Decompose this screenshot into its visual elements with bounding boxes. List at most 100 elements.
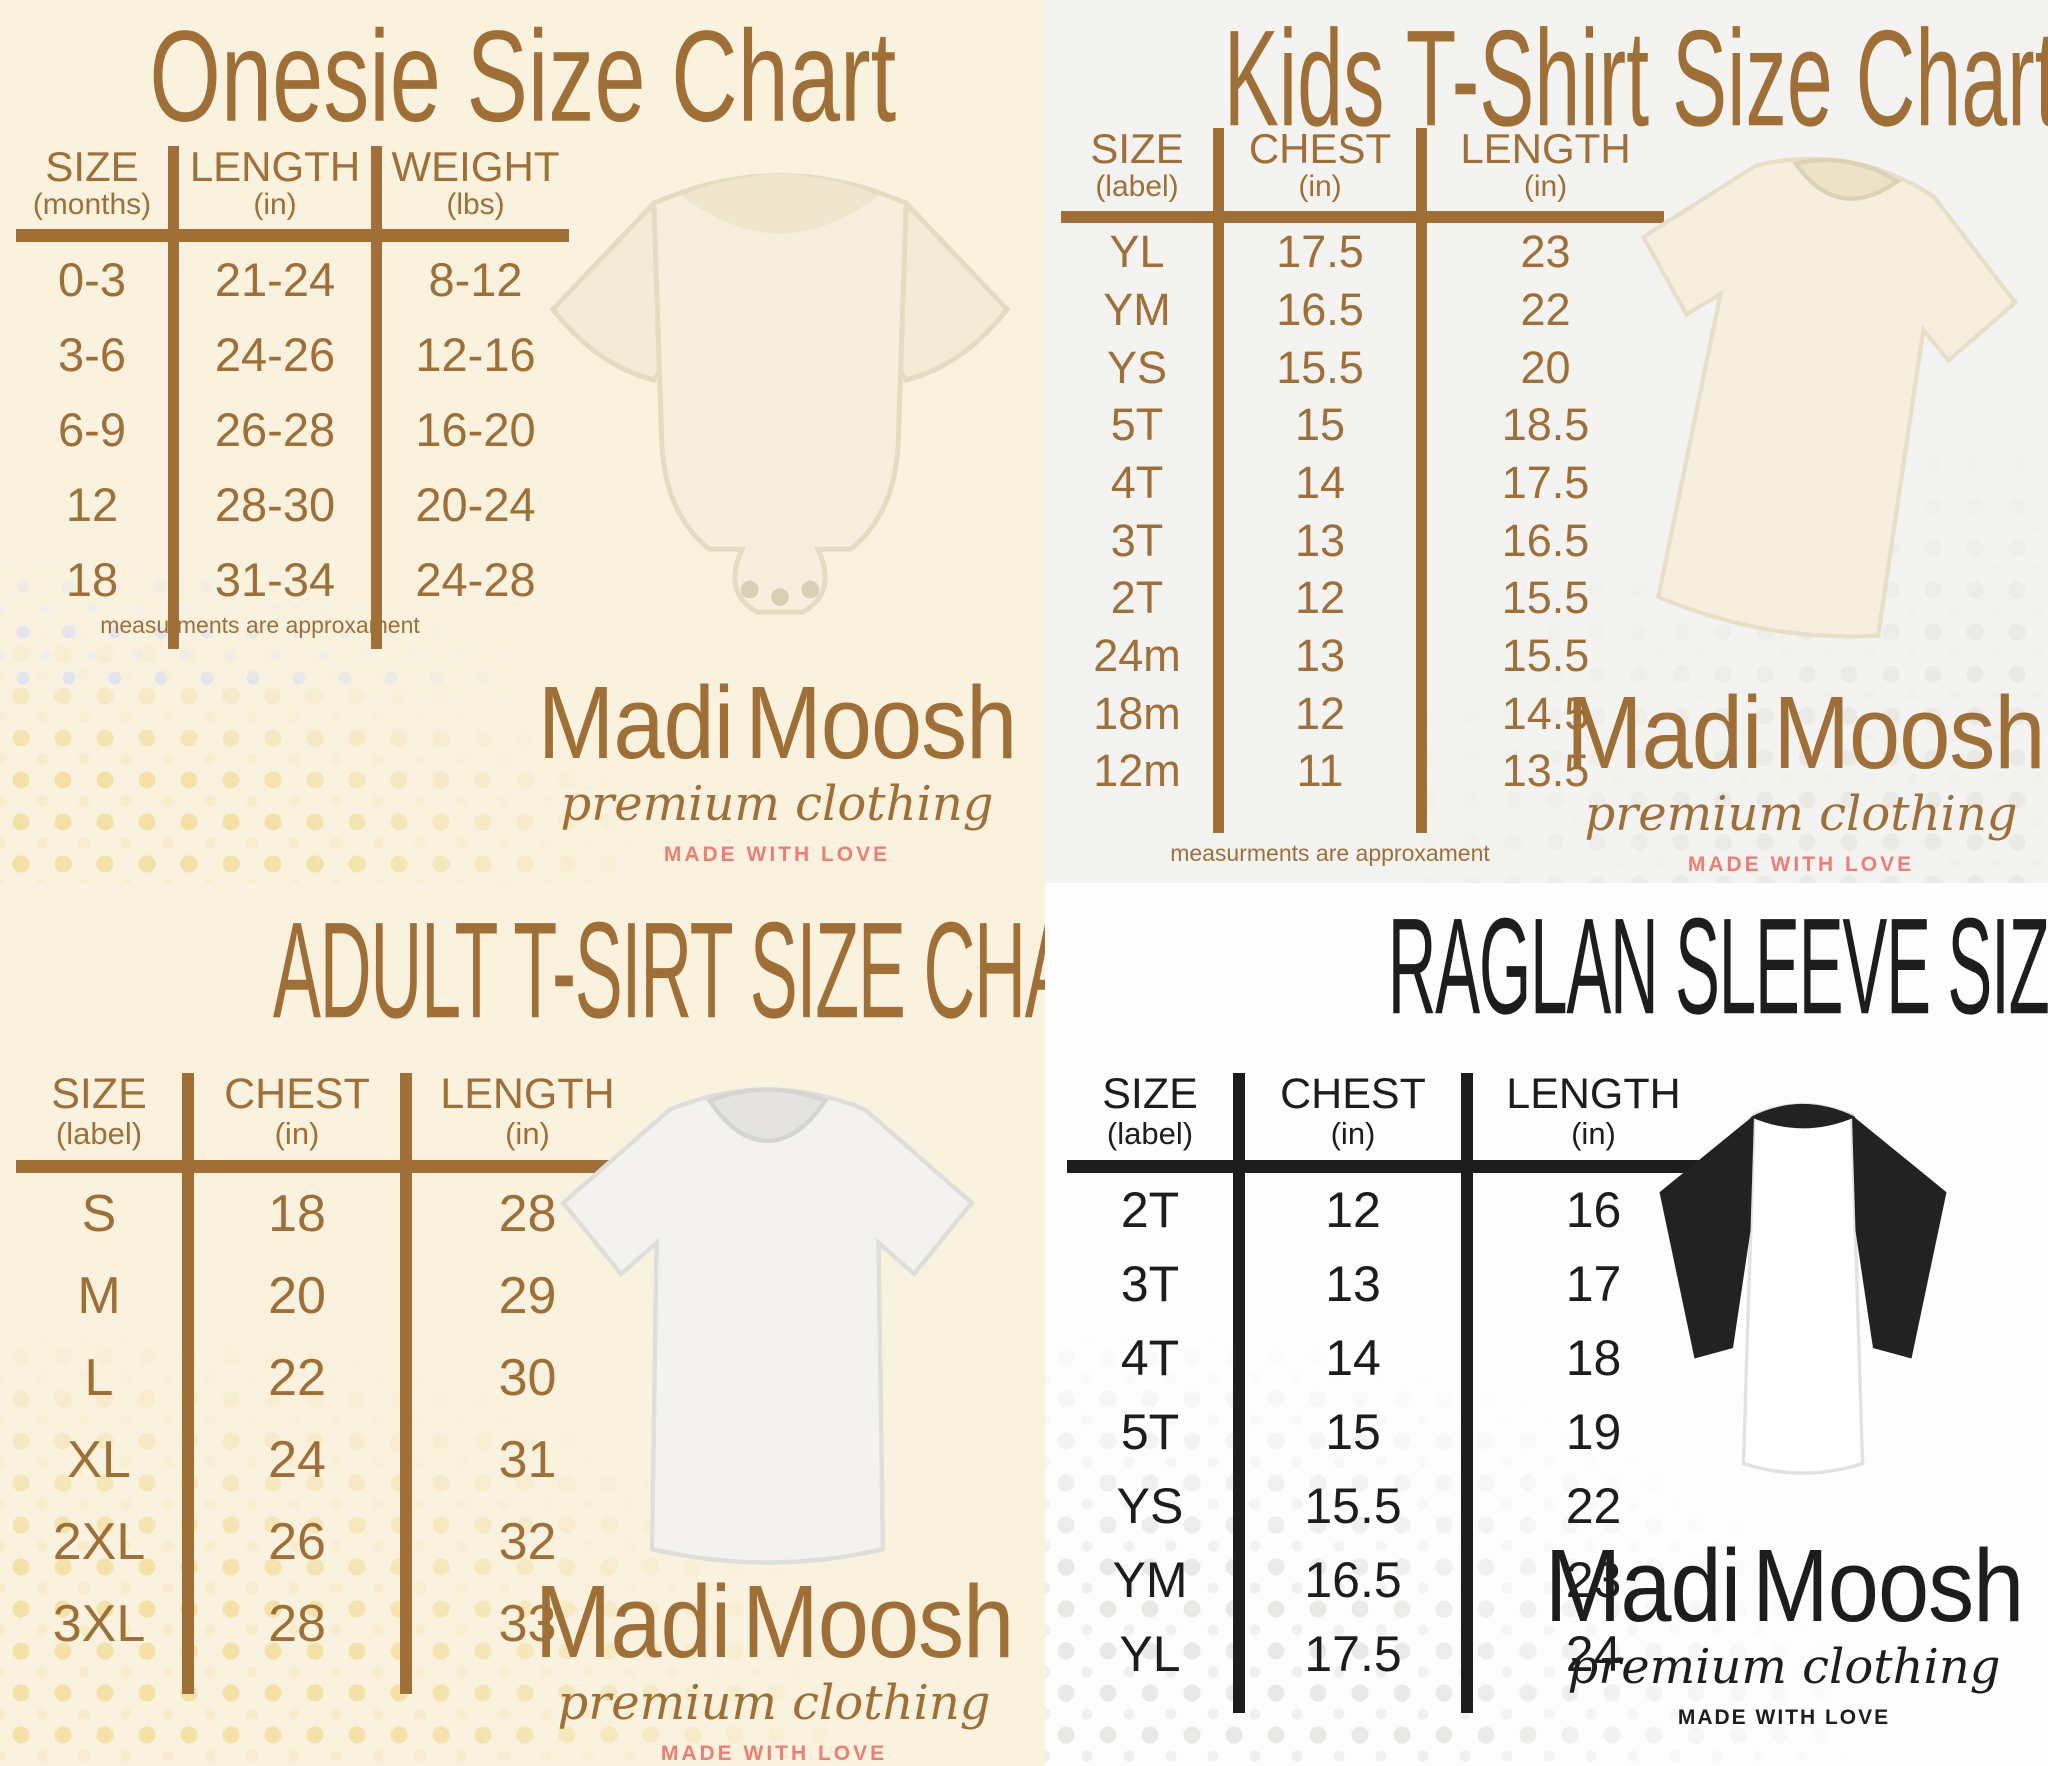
table-body: 2T 12 16 3T 13 17 4T 14 18 5T 15 19 YS 15.5 22 YM 16.5 23… [1067,1166,1714,1714]
table-cell: 28 [188,1583,412,1695]
panel-title-text: ADULT T-SIRT SIZE CHART [272,893,1045,1047]
table-cell: 29 [498,1267,557,1326]
table-row: 3T 13 16.5 [1061,511,1664,570]
table-cell: 16 [1565,1182,1622,1239]
table-row: YS 15.5 20 [1061,338,1664,397]
table-row: 3XL 28 33 [16,1583,643,1695]
brand-logo: Madi Moosh premium clothing MADE WITH LOV… [529,1571,1019,1764]
kids-tshirt-graphic [1640,156,2019,639]
table-row: 18m 12 14.5 [1061,684,1664,743]
panel-title-text: Onesie Size Chart [149,4,896,150]
brand-tagline: premium clothing [560,776,994,832]
table-cell: 17.5 [1501,456,1590,508]
table-cell: 18 [1565,1330,1622,1387]
table-cell: 20 [1520,341,1571,393]
measurement-footnote: measurments are approxament [1170,840,1490,866]
table-cell: 33 [498,1595,557,1654]
column-header-length: LENGTH (in) [1467,1072,1714,1174]
table-cell: 8-12 [428,253,523,307]
table-cell: 24 [1565,1626,1622,1683]
brand-tagline: premium clothing [1567,1639,2001,1695]
brand-motto: MADE WITH LOVE [660,1742,888,1765]
table-row: 0-3 21-24 8-12 [16,235,569,318]
table-cell: YL [1061,217,1224,281]
onesie-image [515,120,1045,640]
table-row: 2T 12 16 [1067,1166,1714,1248]
table-row: 3-6 24-26 12-16 [16,317,569,393]
table-cell: 5T [1061,396,1224,454]
table-cell: 18.5 [1501,399,1590,451]
table-cell: 6-9 [16,392,179,468]
table-row: L 22 30 [16,1337,643,1420]
table-cell: 21-24 [173,235,382,318]
table-cell: 16.5 [1501,514,1590,566]
table-cell: 12 [1218,684,1427,743]
adult-tshirt-size-chart-panel: ADULT T-SIRT SIZE CHART SIZE(label) CHES… [0,883,1045,1766]
table-cell: 20-24 [415,478,536,532]
table-cell: 24-26 [173,317,382,393]
table-cell: 26-28 [173,392,382,468]
column-header-size: SIZE (label) [1067,1072,1245,1174]
table-row: 4T 14 17.5 [1061,453,1664,512]
table-cell: 5T [1067,1395,1245,1470]
measurement-footnote: measurments are approxament [100,612,420,638]
table-cell: XL [16,1419,194,1502]
column-header-length: LENGTH (in) [173,145,382,243]
header-row: SIZE (label) CHEST (in) LENGTH (in) [16,1072,643,1174]
table-cell: 16.5 [1218,280,1427,339]
table-header: SIZE (label) CHEST (in) LENGTH (in) [1067,1072,1714,1174]
column-header-size: SIZE (label) [16,1072,194,1174]
table-row: YL 17.5 23 [1061,217,1664,281]
table-row: YM 16.5 23 [1067,1543,1714,1618]
header-row: SIZE (label) CHEST (in) LENGTH (in) [1061,127,1664,224]
table-header: SIZE (months) LENGTH (in) WEIGHT (lbs) [16,145,569,243]
table-cell: 15.5 [1501,572,1590,624]
table-row: 5T 15 19 [1067,1395,1714,1470]
table-cell: S [16,1166,194,1256]
table-cell: 14 [1218,453,1427,512]
table-row: 5T 15 18.5 [1061,396,1664,454]
table-cell: 31-34 [173,542,382,650]
table-row: 4T 14 18 [1067,1321,1714,1396]
table-cell: 3-6 [16,317,179,393]
table-cell: 12m [1061,742,1224,834]
column-header-chest: CHEST (in) [1218,127,1427,224]
brand-logo: Madi Moosh premium clothing MADE WITH LOV… [1534,1535,2034,1728]
table-cell: YM [1067,1543,1245,1618]
column-header-length: LENGTH (in) [1421,127,1664,224]
table-cell: YS [1061,338,1224,397]
table-cell: 12 [1239,1166,1473,1248]
table-cell: 24-28 [415,553,536,607]
table-header: SIZE (label) CHEST (in) LENGTH (in) [1061,127,1664,224]
table-cell: 4T [1067,1321,1245,1396]
table-row: S 18 28 [16,1166,643,1256]
onesie-size-chart-panel: Onesie Size Chart SIZE (months) LENGTH (in… [0,0,1045,883]
panel-title: ADULT T-SIRT SIZE CHART [0,891,1045,1046]
table-cell: 24 [188,1419,412,1502]
table-row: 12 28-30 20-24 [16,467,569,543]
table-row: 24m 13 15.5 [1061,627,1664,685]
column-header-size: SIZE (label) [1061,127,1224,224]
table-row: 18 31-34 24-28 [16,542,569,650]
column-header-length: LENGTH (in) [406,1072,643,1174]
table-cell: 28-30 [173,467,382,543]
table-cell: 14.5 [1501,687,1590,739]
table-cell: 20 [188,1255,412,1338]
adult-tshirt-image [485,1043,1045,1598]
table-row: 2T 12 15.5 [1061,569,1664,628]
table-cell: 2XL [16,1501,194,1584]
brand-name: Madi Moosh [1544,1529,2025,1644]
table-cell: 16.5 [1239,1543,1473,1618]
table-cell: 13 [1218,627,1427,685]
raglan-shirt-image [1593,1061,2013,1516]
column-header-size: SIZE (months) [16,145,179,243]
brand-tagline: premium clothing [1584,786,2018,842]
table-row: YS 15.5 22 [1067,1469,1714,1544]
table-cell: 19 [1565,1404,1622,1461]
table-cell: 18m [1061,684,1224,743]
table-cell: 12 [1218,569,1427,628]
kids-tshirt-size-chart-panel: Kids T-Shirt Size Chart SIZE (label) CHES… [1045,0,2048,883]
table-row: XL 24 31 [16,1419,643,1502]
table-cell: 26 [188,1501,412,1584]
